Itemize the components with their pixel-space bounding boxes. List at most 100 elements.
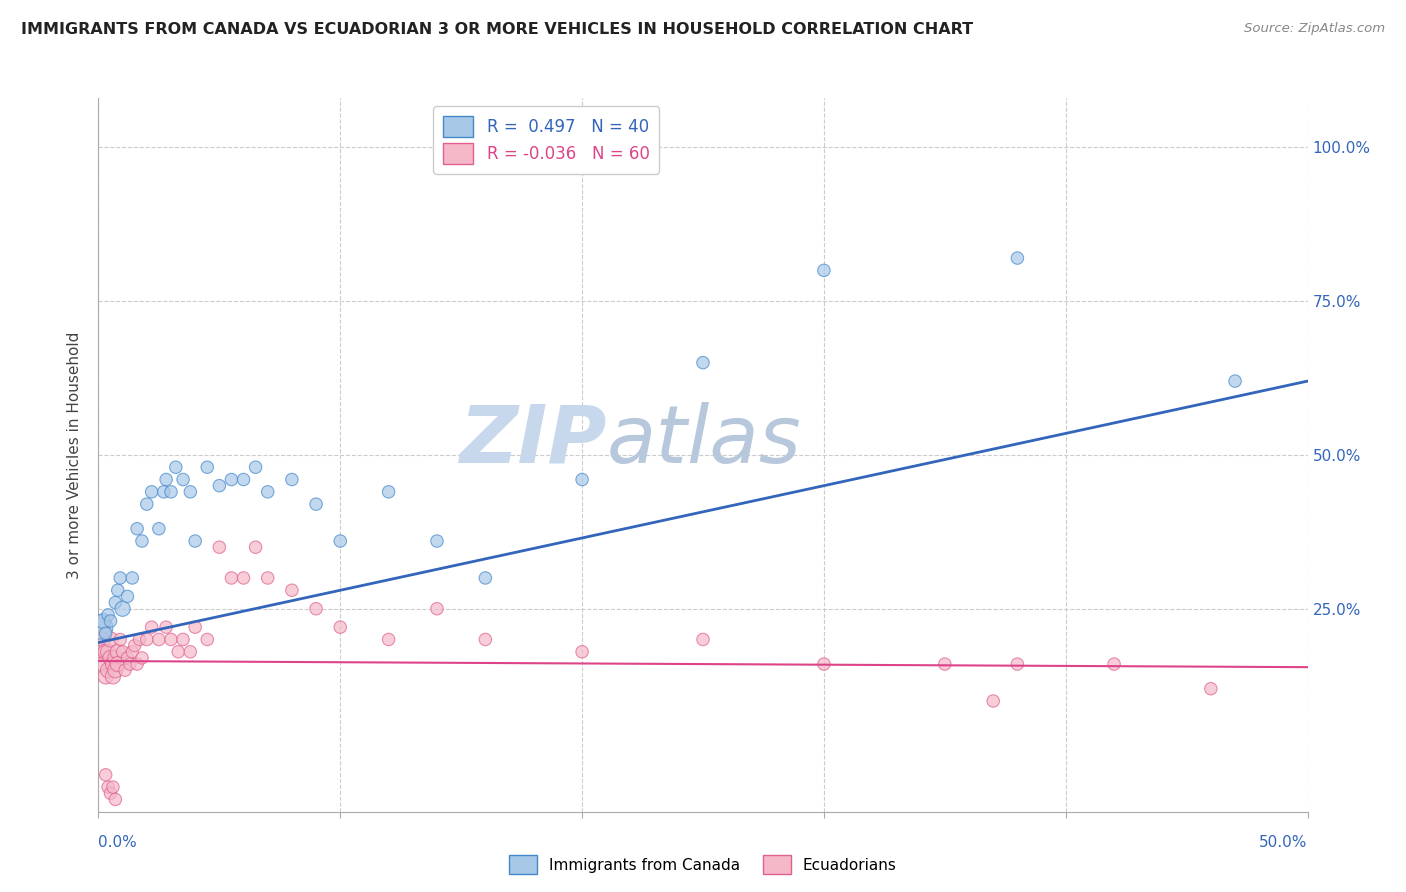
Point [94,626,117,640]
Point [141,484,163,499]
Point [221,473,243,487]
Point [111,601,134,615]
Point [426,601,449,615]
Point [101,657,124,671]
Point [127,657,149,671]
Point [90,620,112,634]
Point [128,632,150,647]
Point [232,473,254,487]
Point [1199,681,1222,696]
Point [981,694,1004,708]
Point [179,484,201,499]
Legend: Immigrants from Canada, Ecuadorians: Immigrants from Canada, Ecuadorians [503,849,903,880]
Point [172,473,194,487]
Point [124,639,146,653]
Point [108,632,131,647]
Text: ZIP: ZIP [458,401,606,480]
Text: 0.0%: 0.0% [98,836,138,850]
Point [100,651,122,665]
Point [1223,374,1246,388]
Point [117,651,139,665]
Point [571,645,593,659]
Point [256,571,278,585]
Text: IMMIGRANTS FROM CANADA VS ECUADORIAN 3 OR MORE VEHICLES IN HOUSEHOLD CORRELATION: IMMIGRANTS FROM CANADA VS ECUADORIAN 3 O… [21,22,973,37]
Point [108,571,131,585]
Point [107,645,129,659]
Point [184,620,207,634]
Point [121,645,143,659]
Point [104,596,127,610]
Point [1007,251,1029,265]
Point [571,473,593,487]
Point [426,534,449,549]
Legend: R =  0.497   N = 40, R = -0.036   N = 60: R = 0.497 N = 40, R = -0.036 N = 60 [433,106,659,174]
Point [141,620,163,634]
Point [184,534,207,549]
Y-axis label: 3 or more Vehicles in Household: 3 or more Vehicles in Household [67,331,83,579]
Point [101,669,124,683]
Point [118,657,141,671]
Point [91,614,114,628]
Point [148,522,170,536]
Point [97,780,120,794]
Point [813,657,835,671]
Point [104,792,127,806]
Point [167,645,190,659]
Point [155,620,177,634]
Point [152,484,174,499]
Point [934,657,956,671]
Point [90,620,112,634]
Point [245,460,267,475]
Point [692,632,714,647]
Point [104,651,127,665]
Point [97,663,120,677]
Point [474,632,496,647]
Point [100,632,122,647]
Point [474,571,496,585]
Point [94,768,117,782]
Point [135,497,157,511]
Point [195,632,218,647]
Point [165,460,187,475]
Point [91,657,114,671]
Point [94,645,117,659]
Point [256,484,278,499]
Point [377,484,399,499]
Text: 50.0%: 50.0% [1260,836,1308,850]
Point [90,645,112,659]
Text: atlas: atlas [606,401,801,480]
Point [101,780,124,794]
Point [1102,657,1125,671]
Point [94,669,117,683]
Point [127,522,149,536]
Point [131,534,153,549]
Point [377,632,399,647]
Point [107,657,129,671]
Point [97,645,120,659]
Point [160,484,183,499]
Point [329,620,352,634]
Point [114,663,136,677]
Point [111,645,134,659]
Point [91,632,114,647]
Point [208,540,231,554]
Point [813,263,835,277]
Point [104,663,127,677]
Point [179,645,201,659]
Text: Source: ZipAtlas.com: Source: ZipAtlas.com [1244,22,1385,36]
Point [172,632,194,647]
Point [100,786,122,800]
Point [195,460,218,475]
Point [97,607,120,622]
Point [135,632,157,647]
Point [329,534,352,549]
Point [281,583,304,598]
Point [155,473,177,487]
Point [305,601,328,615]
Point [245,540,267,554]
Point [107,583,129,598]
Point [221,571,243,585]
Point [160,632,183,647]
Point [131,651,153,665]
Point [148,632,170,647]
